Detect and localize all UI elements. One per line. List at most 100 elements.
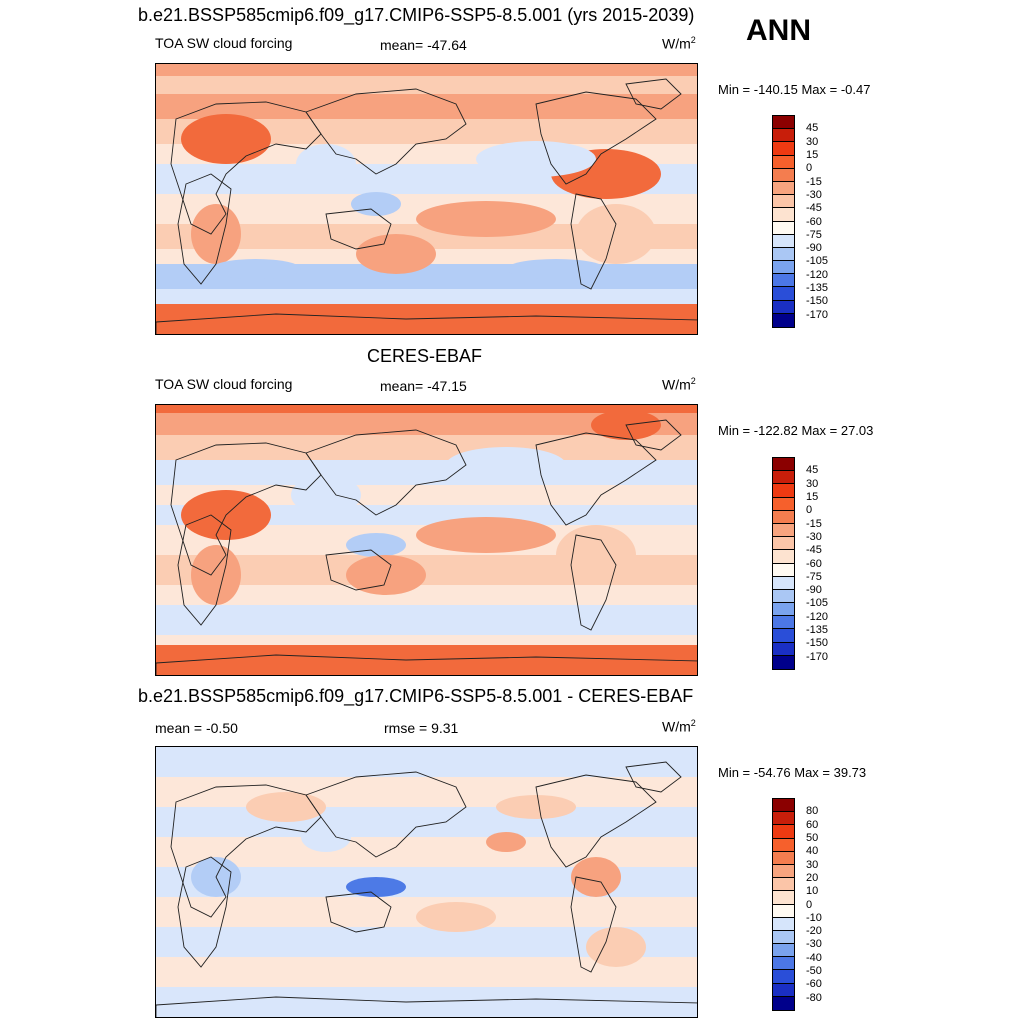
- field-band: [156, 807, 697, 837]
- colorbar-tick-label: -135: [806, 624, 829, 637]
- field-band: [156, 413, 697, 435]
- field-band: [156, 605, 697, 635]
- field-band: [156, 76, 697, 94]
- colorbar-tick-label: 40: [806, 845, 819, 858]
- field-blob: [476, 141, 596, 177]
- colorbar-swatch: [773, 234, 794, 248]
- field-band: [156, 635, 697, 645]
- panel3-map: [155, 746, 698, 1018]
- field-blob: [416, 517, 556, 553]
- field-blob: [226, 645, 386, 665]
- colorbar-tick-label: -90: [806, 584, 822, 597]
- coastline: [170, 442, 322, 576]
- field-blob: [301, 822, 351, 852]
- colorbar-swatch: [773, 616, 794, 630]
- colorbar-tick-label: -105: [806, 597, 829, 610]
- panel2-colorbar: [772, 457, 795, 670]
- colorbar-swatch: [773, 878, 794, 892]
- field-band: [156, 585, 697, 605]
- panel2-mean-label: mean= -47.15: [380, 378, 467, 394]
- colorbar-swatch: [773, 799, 794, 813]
- field-band: [156, 645, 697, 675]
- panel2-minmax: Min = -122.82 Max = 27.03: [718, 423, 874, 438]
- coastline: [325, 549, 392, 591]
- colorbar-swatch: [773, 168, 794, 182]
- colorbar-swatch: [773, 812, 794, 826]
- coastline: [177, 856, 232, 968]
- colorbar-tick-label: -170: [806, 650, 829, 663]
- panel3-colorbar: [772, 798, 795, 1011]
- coastline: [625, 761, 682, 793]
- coastline: [177, 173, 232, 285]
- colorbar-swatch: [773, 655, 794, 669]
- colorbar-swatch: [773, 589, 794, 604]
- colorbar-swatch: [773, 510, 794, 524]
- coastline: [535, 774, 657, 868]
- colorbar-swatch: [773, 563, 794, 577]
- colorbar-swatch: [773, 116, 794, 130]
- colorbar-swatch: [773, 838, 794, 852]
- colorbar-swatch: [773, 550, 794, 564]
- panel3-rmse-label: rmse = 9.31: [384, 720, 459, 736]
- coastline: [305, 771, 467, 858]
- panel1-map: [155, 63, 698, 335]
- colorbar-tick-label: -120: [806, 268, 829, 281]
- season-label: ANN: [746, 14, 811, 47]
- field-blob: [296, 144, 356, 184]
- field-blob: [291, 475, 361, 515]
- coastline: [170, 101, 322, 235]
- coastline: [535, 91, 657, 185]
- field-band: [156, 405, 697, 413]
- coastline: [305, 429, 467, 516]
- colorbar-tick-label: -45: [806, 544, 822, 557]
- field-blob: [246, 792, 326, 822]
- colorbar-tick-label: -15: [806, 517, 822, 530]
- panel1-variable-label: TOA SW cloud forcing: [155, 35, 293, 51]
- coastline: [325, 891, 392, 933]
- coastline: [305, 88, 467, 175]
- colorbar-swatch: [773, 851, 794, 865]
- colorbar-swatch: [773, 917, 794, 931]
- field-band: [156, 94, 697, 119]
- colorbar-swatch: [773, 891, 794, 905]
- colorbar-tick-label: -90: [806, 242, 822, 255]
- field-blob: [211, 259, 301, 279]
- colorbar-tick-label: 15: [806, 490, 819, 503]
- field-band: [156, 64, 697, 76]
- colorbar-swatch: [773, 642, 794, 656]
- field-band: [156, 987, 697, 1017]
- colorbar-tick-label: -60: [806, 557, 822, 570]
- coastline: [625, 78, 682, 110]
- colorbar-swatch: [773, 484, 794, 498]
- panel2-title: CERES-EBAF: [367, 346, 483, 366]
- colorbar-swatch: [773, 300, 794, 314]
- colorbar-tick-label: 50: [806, 831, 819, 844]
- field-blob: [416, 201, 556, 237]
- colorbar-swatch: [773, 629, 794, 643]
- colorbar-tick-label: 80: [806, 805, 819, 818]
- colorbar-tick-label: -50: [806, 965, 822, 978]
- field-blob: [416, 902, 496, 932]
- colorbar-tick-label: -80: [806, 991, 822, 1004]
- colorbar-swatch: [773, 944, 794, 958]
- colorbar-swatch: [773, 603, 794, 617]
- coastline: [625, 419, 682, 451]
- colorbar-swatch: [773, 195, 794, 209]
- panel3-mean-label: mean = -0.50: [155, 720, 238, 736]
- colorbar-swatch: [773, 274, 794, 288]
- colorbar-swatch: [773, 825, 794, 839]
- coastline: [570, 534, 617, 631]
- colorbar-tick-label: -105: [806, 255, 829, 268]
- field-band: [156, 460, 697, 485]
- colorbar-swatch: [773, 523, 794, 538]
- panel3-minmax: Min = -54.76 Max = 39.73: [718, 765, 867, 780]
- colorbar-tick-label: 0: [806, 162, 813, 175]
- coastline: [156, 654, 697, 675]
- colorbar-tick-label: -150: [806, 295, 829, 308]
- field-blob: [346, 877, 406, 897]
- colorbar-swatch: [773, 129, 794, 143]
- panel1-minmax: Min = -140.15 Max = -0.47: [718, 82, 871, 97]
- field-blob: [586, 927, 646, 967]
- colorbar-tick-label: -45: [806, 202, 822, 215]
- field-blob: [486, 832, 526, 852]
